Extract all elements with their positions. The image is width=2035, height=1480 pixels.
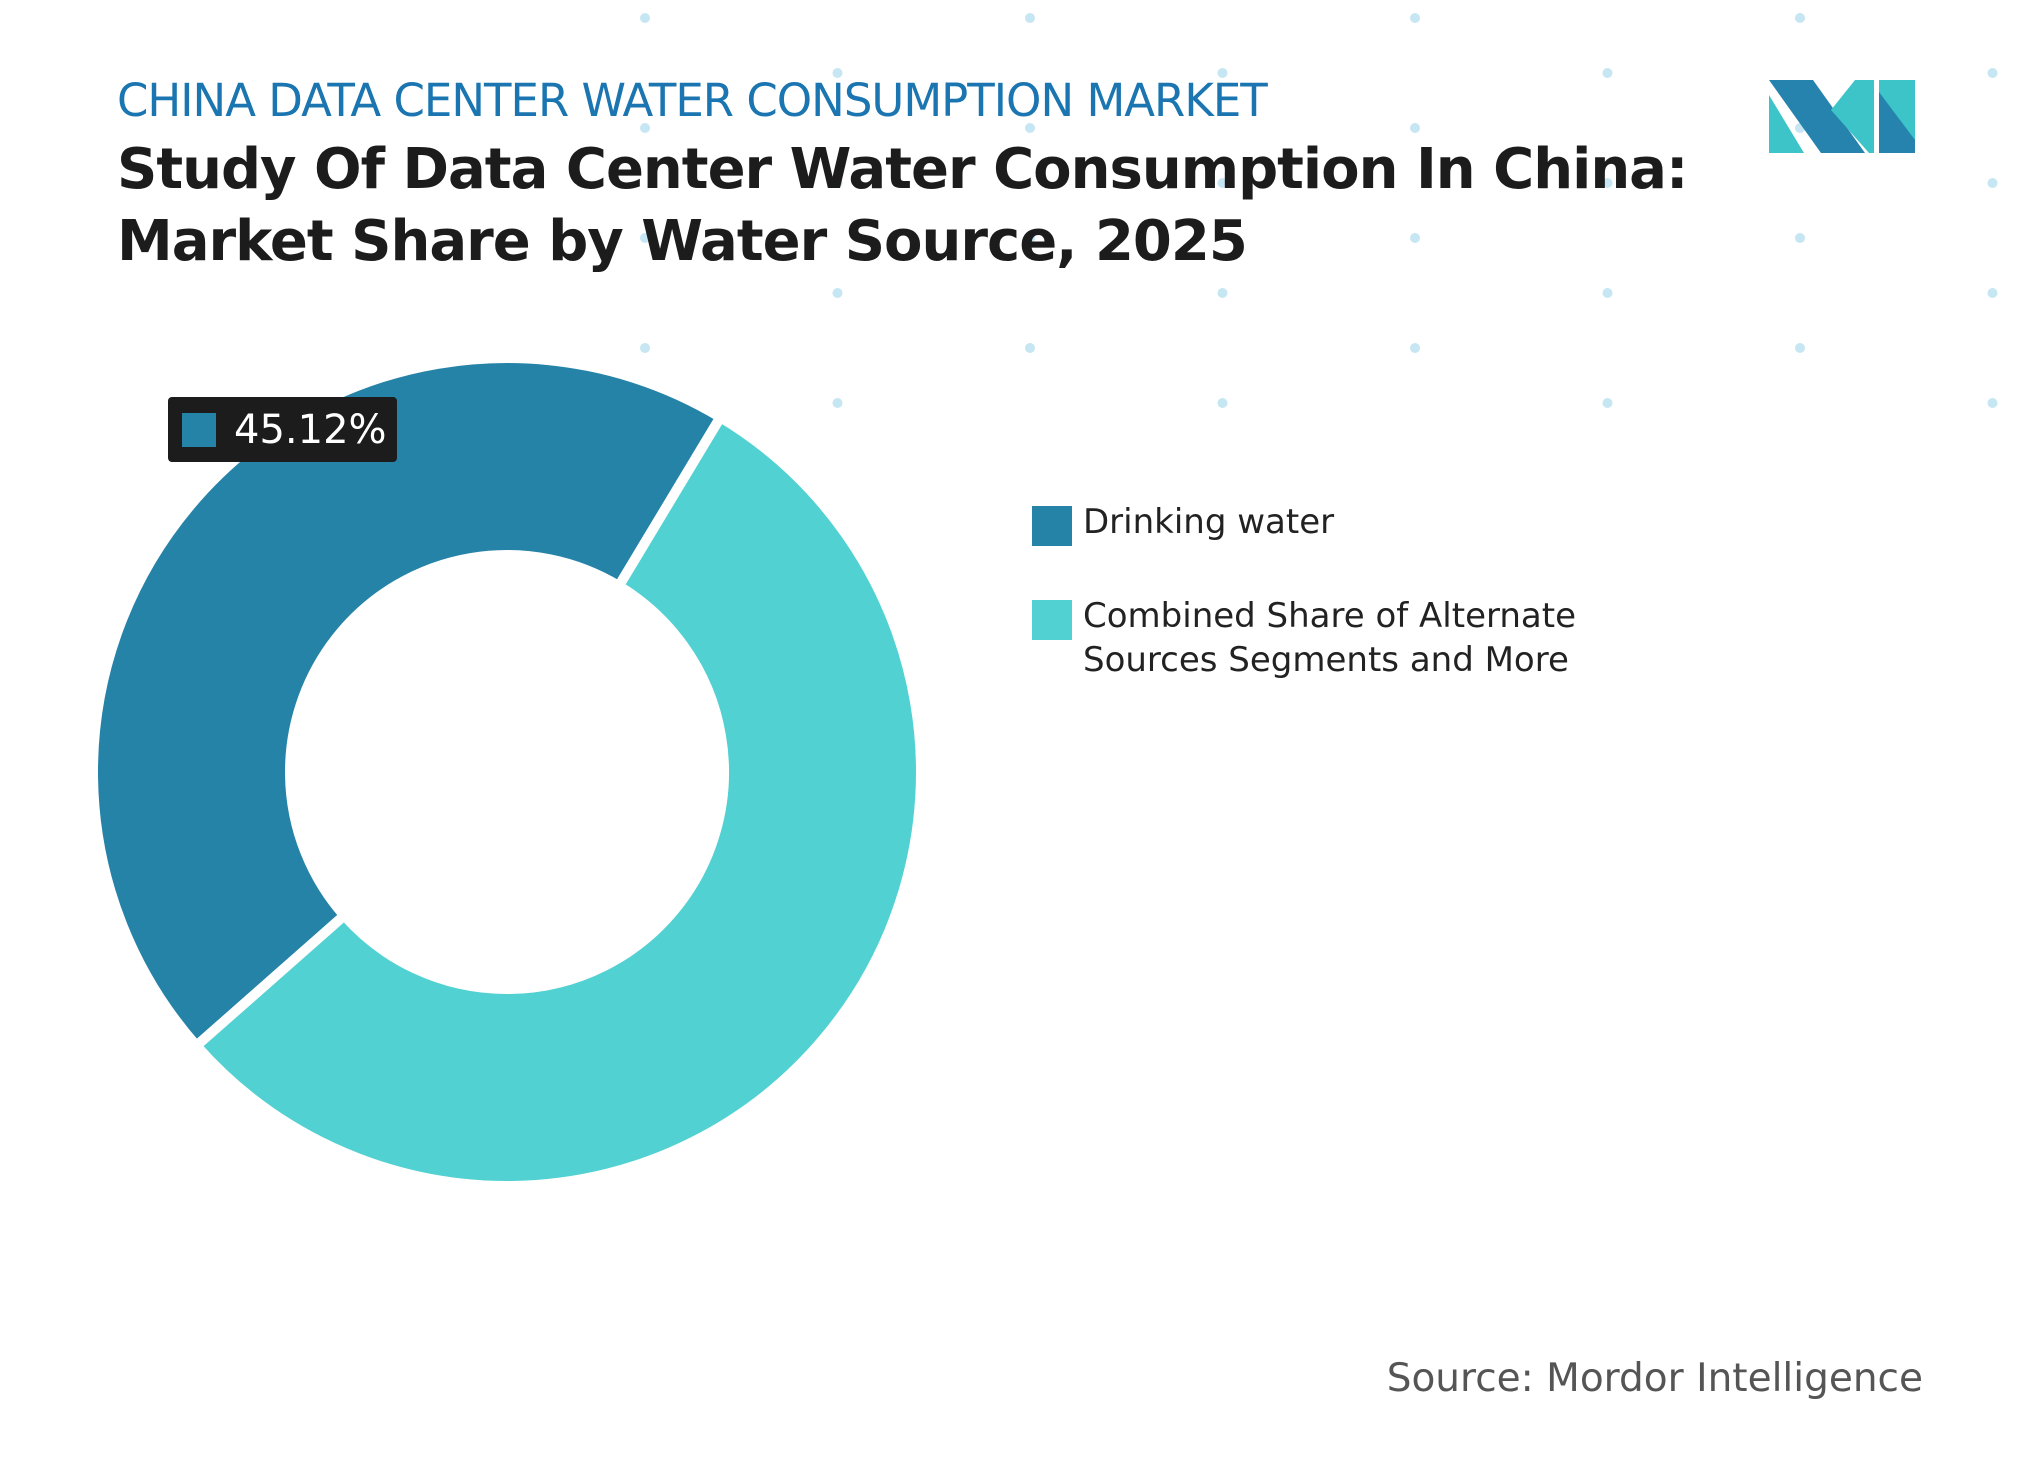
source-note: Source: Mordor Intelligence xyxy=(1386,1356,1923,1401)
donut-slice-0 xyxy=(88,353,728,1053)
chart-subtitle: CHINA DATA CENTER WATER CONSUMPTION MARK… xyxy=(117,74,1268,127)
legend-item-alternate-sources: Combined Share of Alternate Sources Segm… xyxy=(1032,594,1643,682)
legend-item-drinking-water: Drinking water xyxy=(1032,500,1643,546)
chart-title: Study Of Data Center Water Consumption I… xyxy=(117,134,1688,278)
data-label-swatch xyxy=(182,412,216,447)
legend-label: Drinking water xyxy=(1083,502,1335,542)
title-line-2: Market Share by Water Source, 2025 xyxy=(117,209,1248,274)
legend-swatch xyxy=(1032,600,1072,640)
legend: Drinking water Combined Share of Alterna… xyxy=(1032,500,1643,730)
background-network-pattern xyxy=(640,13,1998,408)
legend-label: Combined Share of Alternate Sources Segm… xyxy=(1083,596,1577,680)
donut-chart xyxy=(88,353,926,1192)
legend-swatch xyxy=(1032,506,1072,546)
data-label-drinking-water: 45.12% xyxy=(168,397,397,462)
title-line-1: Study Of Data Center Water Consumption I… xyxy=(117,137,1688,202)
data-label-text: 45.12% xyxy=(234,406,387,453)
mordor-logo xyxy=(1769,80,1915,153)
donut-slice-1 xyxy=(189,410,926,1192)
